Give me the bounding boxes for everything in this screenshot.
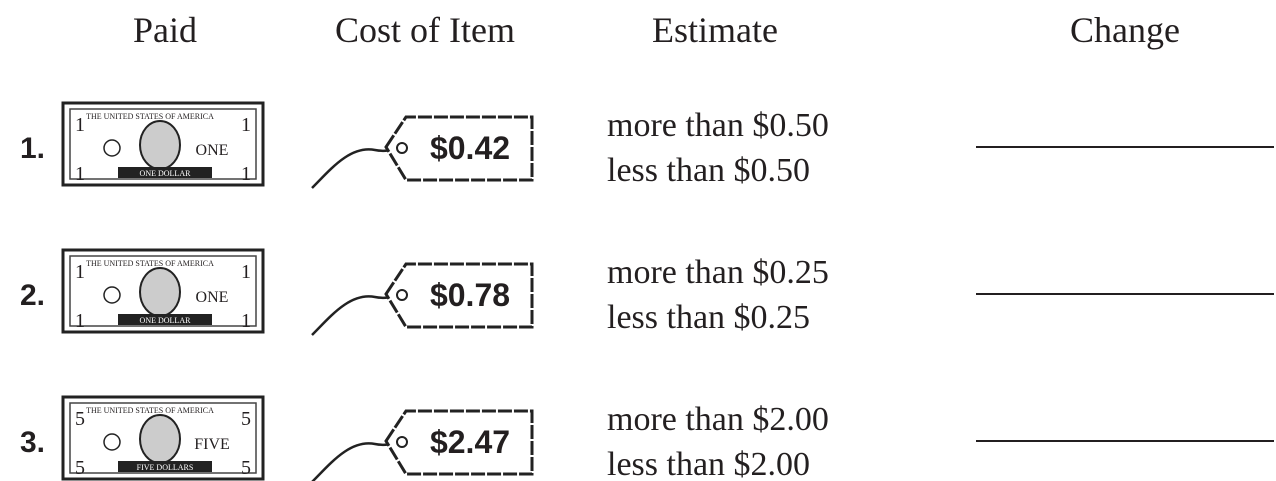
estimate-option: less than $0.25 [607, 299, 810, 336]
bill-bottom: ONE DOLLAR [140, 316, 192, 325]
estimate-option: less than $2.00 [607, 446, 810, 481]
header-paid: Paid [133, 10, 197, 50]
row-number: 2. [20, 279, 45, 312]
row-number: 3. [20, 426, 45, 459]
header-change: Change [1070, 10, 1180, 50]
estimate-option: more than $0.25 [607, 254, 829, 291]
price: $2.47 [430, 424, 510, 460]
bill-word: ONE [196, 289, 229, 306]
bill-corner: 5 [75, 457, 85, 479]
bill-corner: 1 [75, 114, 85, 136]
bill-corner: 5 [75, 408, 85, 430]
bill-bottom: FIVE DOLLARS [137, 463, 194, 472]
bill-corner: 5 [241, 457, 251, 479]
row: 2. THE UNITED STATES OF AMERICA ONE ONE DOL… [20, 250, 1274, 336]
header-cost: Cost of Item [335, 10, 515, 50]
bill: THE UNITED STATES OF AMERICA ONE ONE DOLLA… [63, 103, 263, 185]
estimate-option: more than $0.50 [607, 107, 829, 144]
bill: THE UNITED STATES OF AMERICA FIVE FIVE DOL… [63, 397, 263, 479]
row-number: 1. [20, 132, 45, 165]
price: $0.78 [430, 277, 510, 313]
tag-hole [397, 437, 407, 447]
worksheet: Paid Cost of Item Estimate Change 1. THE … [0, 0, 1276, 481]
bill-corner: 1 [75, 261, 85, 283]
bill-top: THE UNITED STATES OF AMERICA [86, 259, 214, 268]
bill-bottom: ONE DOLLAR [140, 169, 192, 178]
bill-portrait [140, 415, 180, 463]
header-estimate: Estimate [652, 10, 778, 50]
bill-word: ONE [196, 142, 229, 159]
bill-corner: 1 [241, 114, 251, 136]
bill-portrait [140, 121, 180, 169]
estimate-option: less than $0.50 [607, 152, 810, 189]
bill-word: FIVE [194, 436, 230, 453]
bill: THE UNITED STATES OF AMERICA ONE ONE DOLLA… [63, 250, 263, 332]
tag-string [312, 295, 398, 335]
tag-string [312, 148, 398, 188]
tag-string [312, 442, 398, 481]
bill-top: THE UNITED STATES OF AMERICA [86, 112, 214, 121]
tag-hole [397, 290, 407, 300]
estimate-option: more than $2.00 [607, 401, 829, 438]
bill-portrait [140, 268, 180, 316]
row: 1. THE UNITED STATES OF AMERICA ONE ONE DOL… [20, 103, 1274, 189]
bill-corner: 1 [241, 310, 251, 332]
bill-corner: 1 [75, 163, 85, 185]
tag-hole [397, 143, 407, 153]
bill-top: THE UNITED STATES OF AMERICA [86, 406, 214, 415]
bill-corner: 1 [241, 163, 251, 185]
row: 3. THE UNITED STATES OF AMERICA FIVE FIVE D… [20, 397, 1274, 481]
bill-corner: 1 [241, 261, 251, 283]
price: $0.42 [430, 130, 510, 166]
bill-corner: 5 [241, 408, 251, 430]
bill-corner: 1 [75, 310, 85, 332]
